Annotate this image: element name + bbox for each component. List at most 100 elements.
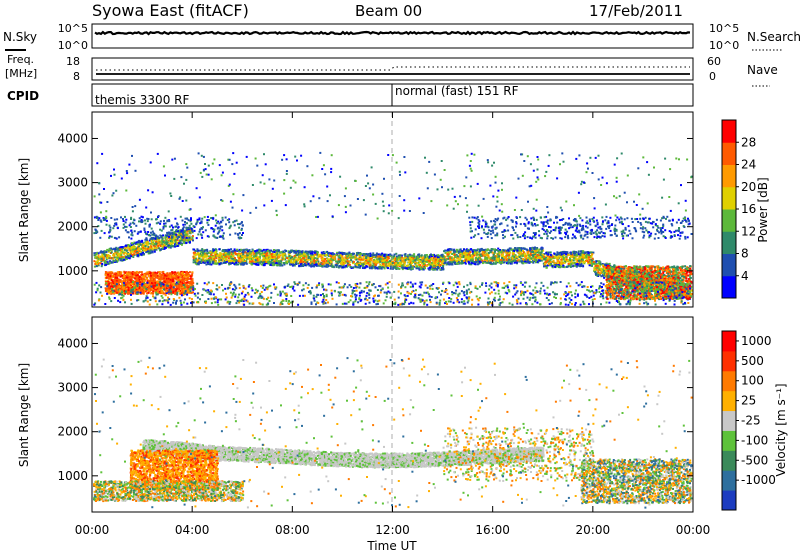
power-cell: [395, 262, 398, 265]
power-cell: [598, 265, 601, 268]
power-cell: [358, 266, 361, 269]
power-cell: [565, 265, 568, 268]
power-cell: [113, 252, 116, 255]
power-cell: [465, 254, 468, 257]
power-cell: [593, 266, 596, 269]
power-cell: [273, 249, 275, 251]
power-cell: [123, 252, 125, 255]
power-cell: [138, 249, 141, 252]
power-cell: [242, 249, 245, 252]
power-cell: [232, 252, 235, 255]
power-cell: [460, 259, 463, 262]
power-cell: [293, 256, 296, 259]
power-cell: [585, 256, 588, 259]
power-cell: [228, 259, 231, 262]
power-cell: [244, 254, 247, 257]
power-cell: [212, 261, 214, 264]
nsearch-label: N.Search: [747, 30, 800, 44]
power-cell: [439, 256, 442, 259]
power-cell: [442, 256, 445, 259]
power-cell: [262, 264, 265, 267]
power-cell: [327, 260, 330, 263]
power-cell: [254, 250, 257, 253]
power-cell: [369, 262, 372, 265]
power-cell: [396, 257, 399, 260]
power-cell: [154, 237, 157, 240]
power-cell: [440, 254, 443, 257]
power-cell: [413, 265, 416, 268]
power-cell: [416, 267, 419, 270]
power-cell: [213, 252, 216, 255]
power-cell: [317, 262, 320, 265]
power-cell: [476, 258, 479, 261]
power-cell: [230, 259, 233, 262]
power-cell: [228, 248, 231, 251]
power-cell: [591, 264, 593, 267]
power-cell: [502, 249, 505, 252]
power-cell: [570, 260, 573, 263]
power-cell: [451, 263, 454, 266]
power-cell: [253, 262, 256, 265]
power-cell: [440, 262, 443, 265]
power-cell: [378, 257, 381, 260]
power-cell: [357, 253, 360, 256]
power-cell: [557, 253, 560, 256]
power-cell: [523, 254, 526, 257]
power-cell: [129, 245, 131, 248]
power-cell: [443, 258, 446, 261]
power-cell: [560, 260, 563, 263]
power-cell: [581, 265, 584, 267]
power-cell: [396, 258, 398, 261]
power-cell: [142, 246, 145, 249]
power-cell: [500, 253, 503, 256]
power-cell: [290, 261, 293, 264]
power-cell: [160, 243, 163, 246]
power-cell: [442, 265, 445, 267]
power-cell: [588, 253, 590, 256]
power-cell: [362, 255, 365, 258]
power-cell: [591, 253, 594, 256]
power-cell: [505, 259, 508, 261]
power-cell: [138, 241, 141, 244]
power-cell: [267, 261, 270, 264]
power-cell: [236, 248, 239, 251]
power-cell: [189, 227, 192, 230]
power-cell: [490, 263, 493, 266]
beam-label: Beam 00: [355, 2, 422, 20]
power-cell: [453, 253, 456, 256]
power-cell: [526, 261, 529, 264]
power-cell: [575, 251, 578, 254]
power-cell: [293, 264, 296, 267]
power-cell: [216, 254, 219, 257]
power-cell: [508, 261, 511, 264]
power-cell: [100, 251, 103, 254]
power-cell: [155, 242, 158, 245]
power-cell: [520, 260, 523, 263]
power-cell: [476, 251, 478, 254]
power-cell: [303, 255, 306, 258]
power-cell: [493, 248, 496, 251]
power-cell: [462, 251, 465, 254]
power-cell: [160, 235, 163, 237]
power-cell: [414, 259, 417, 262]
power-cell: [102, 256, 105, 259]
power-cell: [106, 257, 109, 259]
power-cell: [116, 247, 119, 250]
power-cell: [398, 258, 401, 260]
power-cell: [153, 239, 156, 242]
power-cell: [210, 258, 213, 261]
power-cell: [282, 251, 284, 254]
power-cell: [251, 249, 254, 252]
power-cell: [549, 251, 552, 254]
power-cell: [136, 252, 139, 255]
power-cell: [393, 264, 396, 267]
power-cell: [521, 255, 524, 258]
power-cell: [288, 259, 291, 262]
power-cell: [403, 261, 406, 264]
power-cell: [400, 264, 403, 267]
power-cell: [589, 264, 592, 267]
power-cell: [387, 267, 389, 270]
power-cell: [543, 265, 545, 268]
power-cell: [583, 255, 586, 257]
power-cell: [578, 257, 580, 260]
